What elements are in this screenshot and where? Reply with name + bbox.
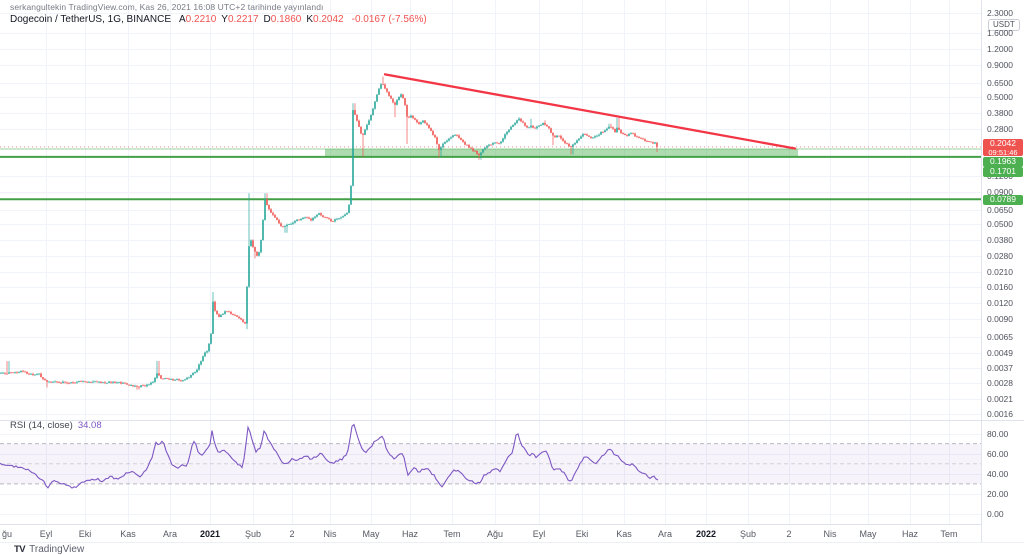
price-tick-label: 0.0500 xyxy=(987,219,1013,230)
time-tick-label: ğu xyxy=(1,529,13,539)
descending-trendline[interactable] xyxy=(383,73,797,150)
price-tick-label: 0.0090 xyxy=(987,314,1013,324)
symbol-legend: Dogecoin / TetherUS, 1G, BINANCE A0.2210 Y… xyxy=(10,14,427,25)
level-badge-01701: 0.1701 xyxy=(983,166,1023,177)
level-badge-01963: 0.1963 xyxy=(983,156,1023,167)
rsi-band xyxy=(0,443,981,484)
price-chart-canvas[interactable] xyxy=(0,0,981,524)
time-tick-label: Kas xyxy=(616,529,632,539)
time-axis[interactable]: ğu Eyl Eki Kas Ara 2021 Şub 2 Nis May Haz Tem Ağu Eyl… xyxy=(0,524,981,542)
currency-unit-badge: USDT xyxy=(988,19,1020,31)
time-tick-label: Tem xyxy=(940,529,958,539)
published-note: serkangultekin TradingView.com, Kas 26, … xyxy=(10,2,324,12)
time-tick-label: 2 xyxy=(289,529,295,539)
price-tick-label: 2.3000 xyxy=(987,8,1013,19)
last-price-badge: 0.2042 09:51:46 xyxy=(983,138,1023,157)
time-tick-label: Ara xyxy=(162,529,178,539)
time-tick-label: Haz xyxy=(401,529,419,539)
tradingview-logo-text: TradingView xyxy=(29,543,85,555)
price-tick-label: 0.9000 xyxy=(987,60,1013,70)
price-tick-label: 0.2800 xyxy=(987,124,1013,135)
support-zone[interactable] xyxy=(325,148,798,157)
rsi-indicator-title[interactable]: RSI (14, close) xyxy=(10,420,73,431)
price-axis[interactable]: USDT 2.3000 1.6000 1.2000 0.9000 0.6500 0.500… xyxy=(981,0,1024,542)
rsi-tick-label: 40.00 xyxy=(987,468,1009,479)
time-tick-label: Kas xyxy=(120,529,136,539)
price-tick-label: 0.5000 xyxy=(987,92,1013,103)
ohlc-close: K0.2042 xyxy=(306,14,344,25)
time-tick-label: May xyxy=(362,529,380,539)
time-tick-label: Haz xyxy=(901,529,919,539)
time-tick-label: 2021 xyxy=(199,529,221,539)
ohlc-low: D0.1860 xyxy=(263,14,302,25)
price-tick-label: 0.0065 xyxy=(987,331,1013,342)
rsi-indicator-legend: RSI (14, close) 34.08 xyxy=(10,420,102,431)
ohlc-values: A0.2210 Y0.2217 D0.1860 K0.2042 xyxy=(179,14,349,25)
time-tick-label: Eki xyxy=(575,529,589,539)
rsi-tick-label: 20.00 xyxy=(987,488,1009,499)
time-tick-label: Eyl xyxy=(39,529,53,539)
rsi-tick-label: 0.00 xyxy=(987,509,1004,519)
price-tick-label: 0.0280 xyxy=(987,251,1013,262)
pane-separator[interactable] xyxy=(0,420,1024,421)
ohlc-open: A0.2210 xyxy=(179,14,217,25)
time-tick-label: Eyl xyxy=(532,529,546,539)
level-badge-00789: 0.0789 xyxy=(983,194,1023,205)
price-tick-label: 0.3800 xyxy=(987,107,1013,118)
symbol-title[interactable]: Dogecoin / TetherUS, 1G, BINANCE xyxy=(10,14,171,25)
price-tick-label: 0.0016 xyxy=(987,409,1013,420)
time-tick-label: Nis xyxy=(323,529,337,539)
rsi-tick-label: 80.00 xyxy=(987,428,1009,439)
time-tick-label: Şub xyxy=(244,529,262,539)
candlestick-series xyxy=(0,76,658,390)
time-tick-label: May xyxy=(859,529,877,539)
price-tick-label: 0.0037 xyxy=(987,363,1013,374)
price-tick-label: 0.0210 xyxy=(987,267,1013,278)
time-tick-label: 2 xyxy=(786,529,792,539)
price-tick-label: 0.0049 xyxy=(987,347,1013,358)
time-tick-label: 2022 xyxy=(695,529,717,539)
price-tick-label: 0.0380 xyxy=(987,234,1013,245)
time-tick-label: Eki xyxy=(78,529,92,539)
price-tick-label: 0.0120 xyxy=(987,298,1013,309)
grid xyxy=(0,0,981,524)
change-value: -0.0167 (-7.56%) xyxy=(351,14,427,25)
time-tick-label: Ağu xyxy=(486,529,504,539)
price-tick-label: 0.6500 xyxy=(987,77,1013,88)
price-tick-label: 0.0900 xyxy=(987,187,1013,197)
price-tick-label: 1.6000 xyxy=(987,28,1013,39)
bar-countdown: 09:51:46 xyxy=(988,147,1018,157)
axis-bottom-border xyxy=(0,542,1024,543)
ohlc-high: Y0.2217 xyxy=(221,14,259,25)
time-tick-label: Ara xyxy=(657,529,673,539)
tradingview-logo-icon: TV xyxy=(14,543,26,555)
price-tick-label: 0.0650 xyxy=(987,204,1013,215)
price-tick-label: 0.0160 xyxy=(987,282,1013,293)
time-tick-label: Nis xyxy=(823,529,837,539)
rsi-line[interactable] xyxy=(0,423,659,489)
price-tick-label: 1.2000 xyxy=(987,44,1013,55)
time-tick-label: Tem xyxy=(443,529,461,539)
price-tick-label: 0.0028 xyxy=(987,378,1013,389)
tradingview-logo[interactable]: TV TradingView xyxy=(14,543,84,555)
time-tick-label: Şub xyxy=(739,529,757,539)
price-tick-label: 0.0021 xyxy=(987,394,1013,405)
rsi-tick-label: 60.00 xyxy=(987,448,1009,459)
rsi-value: 34.08 xyxy=(77,420,102,431)
